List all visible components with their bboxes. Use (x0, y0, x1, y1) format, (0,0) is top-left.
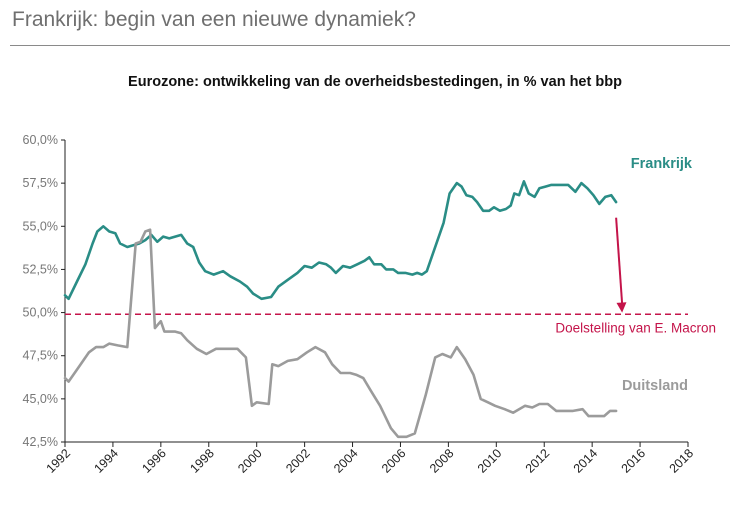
x-tick-label: 2010 (475, 446, 505, 476)
x-tick-label: 1994 (91, 446, 121, 476)
x-tick-label: 2012 (523, 446, 553, 476)
y-tick-label: 47,5% (23, 349, 58, 363)
x-tick-label: 2008 (427, 446, 457, 476)
x-tick-label: 2004 (331, 446, 361, 476)
x-tick-label: 2006 (379, 446, 409, 476)
x-tick-label: 2014 (571, 446, 601, 476)
y-tick-label: 52,5% (23, 262, 58, 276)
page-title: Frankrijk: begin van een nieuwe dynamiek… (12, 8, 416, 31)
series-line-duitsland (63, 228, 618, 439)
header-divider (10, 45, 730, 46)
x-tick-label: 2002 (283, 446, 313, 476)
x-tick-label: 1998 (187, 446, 217, 476)
series-label-duitsland: Duitsland (622, 378, 688, 394)
x-tick-label: 1992 (44, 446, 74, 476)
y-tick-label: 50,0% (23, 306, 58, 320)
x-tick-label: 1996 (139, 446, 169, 476)
arrow-shaft (615, 217, 624, 304)
target-line-group: Doelstelling van E. Macron (65, 313, 716, 335)
chart-axes: 60,0% 57,5% 55,0% 52,5% 50,0% 47,5% 45,0% 42,5%… (23, 133, 697, 476)
y-tick-label: 42,5% (23, 435, 58, 449)
target-label: Doelstelling van E. Macron (555, 320, 716, 335)
y-tick-label: 45,0% (23, 392, 58, 406)
x-tick-label: 2016 (619, 446, 649, 476)
series-label-frankrijk: Frankrijk (631, 156, 693, 172)
arrow-head (616, 302, 627, 313)
chart-labels: Frankrijk Duitsland (615, 156, 693, 394)
y-tick-label: 57,5% (23, 176, 58, 190)
y-tick-label: 60,0% (23, 133, 58, 147)
series-line-frankrijk (63, 180, 618, 301)
x-tick-label: 2018 (667, 446, 697, 476)
series-lines (63, 180, 618, 439)
y-tick-label: 55,0% (23, 219, 58, 233)
x-tick-label: 2000 (235, 446, 265, 476)
chart-title: Eurozone: ontwikkeling van de overheidsb… (128, 74, 622, 90)
